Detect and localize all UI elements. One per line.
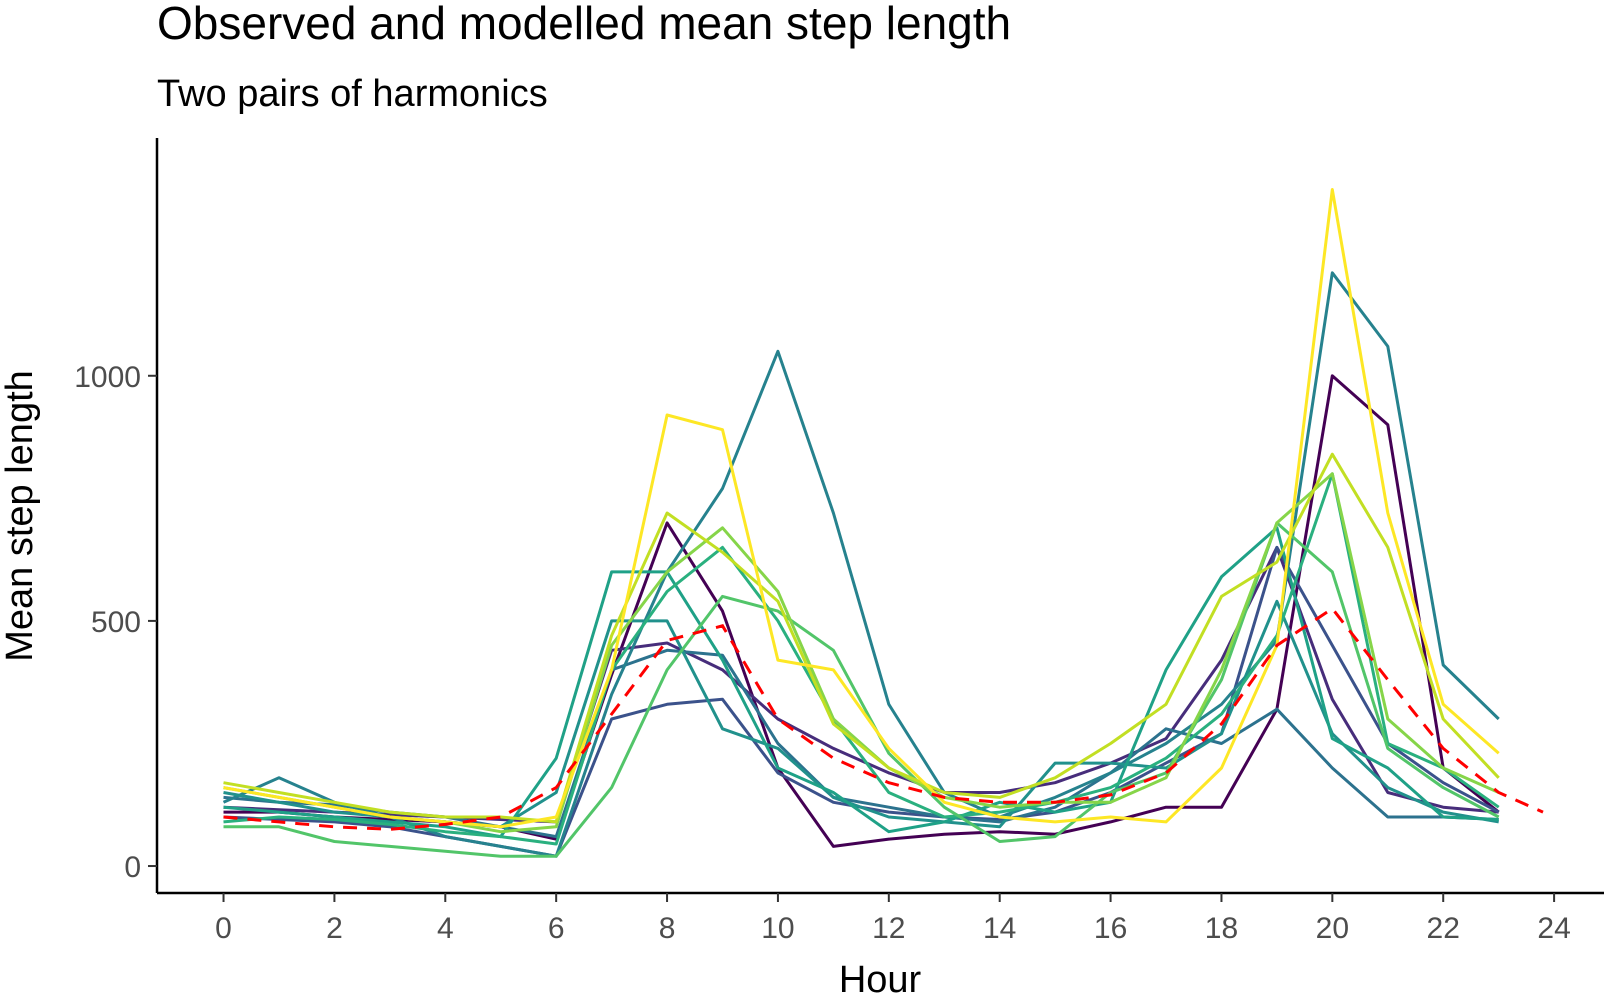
x-tick-label: 24	[1537, 912, 1570, 945]
series-line-2	[223, 545, 1499, 824]
x-tick-label: 22	[1427, 912, 1460, 945]
x-tick-label: 20	[1316, 912, 1349, 945]
x-tick-label: 14	[983, 912, 1016, 945]
chart-title: Observed and modelled mean step length	[157, 0, 1011, 49]
x-tick-label: 10	[761, 912, 794, 945]
x-tick-label: 6	[548, 912, 565, 945]
series-line-7	[223, 526, 1499, 839]
x-tick-label: 18	[1205, 912, 1238, 945]
y-axis-label: Mean step length	[0, 370, 41, 662]
y-tick-label: 500	[91, 606, 141, 639]
x-tick-label: 0	[215, 912, 232, 945]
y-tick-label: 1000	[74, 361, 141, 394]
series-line-8	[223, 472, 1500, 846]
series-line-9	[223, 521, 1500, 858]
x-tick-label: 16	[1094, 912, 1127, 945]
plot-area	[222, 188, 1544, 858]
x-tick-label: 8	[659, 912, 676, 945]
series-line-12	[223, 188, 1500, 829]
series-line-5	[222, 271, 1500, 858]
x-axis-label: Hour	[839, 959, 922, 996]
chart-subtitle: Two pairs of harmonics	[157, 73, 548, 115]
x-tick-label: 4	[437, 912, 454, 945]
x-axis-ticks: 0 2 4 6 8 10 12 14 16 18 20 22 24	[215, 893, 1571, 945]
model-line	[223, 606, 1544, 831]
x-tick-label: 2	[326, 912, 343, 945]
y-axis-ticks: 0 500 1000	[74, 361, 157, 884]
x-tick-label: 12	[872, 912, 905, 945]
series-line-11	[223, 452, 1500, 824]
y-tick-label: 0	[124, 851, 141, 884]
